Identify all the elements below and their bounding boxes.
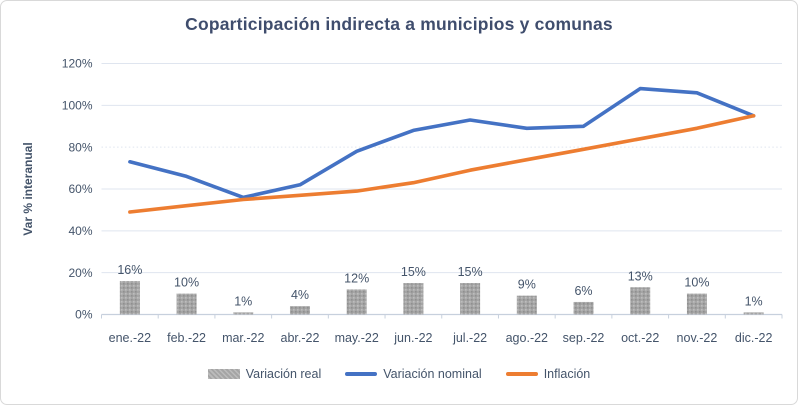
bar-data-label: 15%	[458, 265, 483, 279]
line-inflacion	[128, 114, 756, 214]
x-tick-label: ago.-22	[506, 331, 548, 345]
legend-item-variacion-real: Variación real	[207, 367, 322, 381]
bar-variacion-real	[630, 287, 651, 315]
bar-data-label: 1%	[745, 294, 763, 308]
x-tick-label: sep.-22	[563, 331, 605, 345]
bar-data-label: 15%	[401, 265, 426, 279]
x-tick-label: ene.-22	[109, 331, 151, 345]
legend-swatch-nominal-line	[345, 372, 378, 376]
bar-variacion-real	[289, 306, 310, 315]
bar-variacion-real	[743, 312, 764, 315]
legend-swatch-bar	[207, 369, 240, 379]
legend-label-variacion-real: Variación real	[245, 367, 322, 381]
x-tick-label: jul.-22	[452, 331, 487, 345]
bar-variacion-real	[346, 289, 367, 315]
y-tick-label: 40%	[68, 224, 92, 238]
bar-data-label: 10%	[174, 276, 199, 290]
legend-item-inflacion: Inflación	[505, 367, 591, 381]
bar-variacion-real	[573, 301, 594, 315]
bar-variacion-real	[176, 293, 197, 315]
legend-label-variacion-nominal: Variación nominal	[383, 367, 482, 381]
x-tick-label: dic.-22	[735, 331, 773, 345]
y-tick-label: 80%	[68, 140, 92, 154]
legend: Variación real Variación nominal Inflaci…	[1, 367, 797, 381]
y-tick-label: 120%	[62, 57, 93, 71]
line-variacion-nominal	[128, 86, 756, 200]
bar-data-label: 4%	[291, 288, 309, 302]
bar-variacion-real	[686, 293, 707, 315]
bar-data-label: 9%	[518, 278, 536, 292]
x-tick-label: nov.-22	[677, 331, 718, 345]
x-tick-label: feb.-22	[167, 331, 206, 345]
y-tick-label: 0%	[75, 308, 93, 322]
bar-variacion-real	[516, 295, 537, 315]
bar-variacion-real	[233, 312, 254, 315]
x-tick-label: may.-22	[335, 331, 379, 345]
bar-data-label: 6%	[574, 284, 592, 298]
bar-data-label: 1%	[234, 294, 252, 308]
y-tick-label: 60%	[68, 182, 92, 196]
plot-contents: 0% 20% 40% 60% 80% 100% 120% 16% 10% 1% 4% 12% 15% 15…	[62, 57, 783, 345]
y-tick-label: 20%	[68, 266, 92, 280]
bar-data-label: 10%	[684, 276, 709, 290]
y-axis-title: Var % interanual	[21, 142, 35, 235]
bar-variacion-real	[403, 283, 424, 315]
x-tick-label: oct.-22	[621, 331, 659, 345]
legend-label-inflacion: Inflación	[543, 367, 591, 381]
chart-title: Coparticipación indirecta a municipios y…	[185, 14, 613, 34]
bar-data-label: 16%	[117, 263, 142, 277]
bar-data-label: 13%	[628, 269, 653, 283]
bar-data-label: 12%	[344, 271, 369, 285]
x-tick-label: mar.-22	[222, 331, 264, 345]
y-tick-label: 100%	[62, 99, 93, 113]
bar-variacion-real	[460, 283, 481, 315]
x-tick-label: abr.-22	[281, 331, 320, 345]
x-tick-label: jun.-22	[393, 331, 432, 345]
legend-swatch-inflacion-line	[505, 372, 538, 376]
bar-variacion-real	[119, 281, 140, 315]
legend-item-variacion-nominal: Variación nominal	[345, 367, 482, 381]
